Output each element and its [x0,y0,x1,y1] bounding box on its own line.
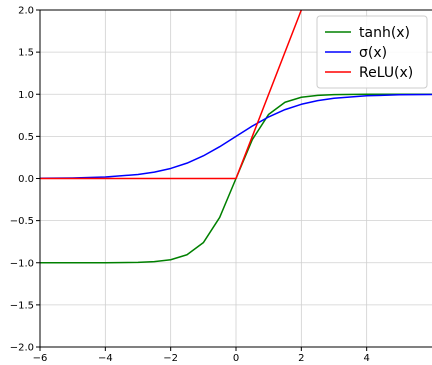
y-tick-label: 1.5 [18,48,34,59]
x-tick-label: −6 [33,353,48,364]
y-tick-label: −2.0 [10,343,34,354]
legend-label-2: ReLU(x) [359,65,413,81]
y-tick-label: 2.0 [18,6,34,17]
series-line-1 [40,93,432,180]
x-tick-label: −4 [98,353,113,364]
x-tick-label: 2 [298,353,304,364]
y-tick-label: −0.5 [10,216,34,227]
y-tick-label: 1.0 [18,90,34,101]
legend: tanh(x) σ(x) ReLU(x) [316,15,428,89]
y-tick-label: 0.5 [18,132,34,143]
x-tick-label: 4 [363,353,369,364]
axes: −6 −4 −2 0 2 4 −2.0 −1.5 −1.0 −0.5 0.0 0.5 1.0 1.5 2.0 [10,6,432,364]
x-tick-label: −2 [163,353,178,364]
legend-label-1: σ(x) [359,45,387,61]
legend-label-0: tanh(x) [359,25,410,41]
y-tick-label: −1.5 [10,300,34,311]
legend-box [316,15,428,89]
x-tick-label: 0 [233,353,239,364]
y-tick-label: 0.0 [18,174,34,185]
y-tick-label: −1.0 [10,258,34,269]
series-line-2 [40,10,303,180]
series-group [40,10,432,264]
